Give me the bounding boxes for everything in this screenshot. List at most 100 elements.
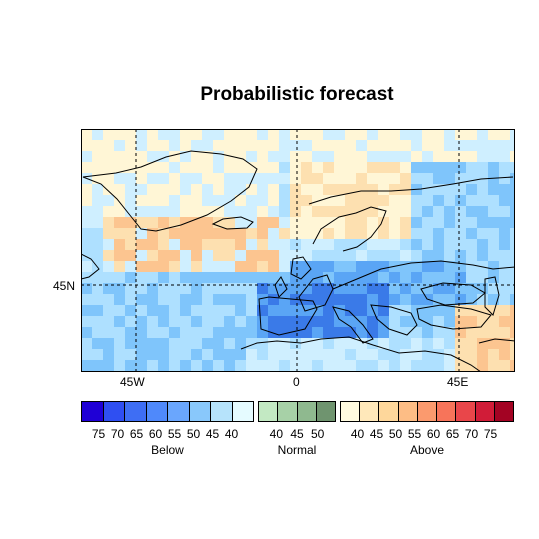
- field-cell: [466, 184, 477, 195]
- field-cell: [510, 228, 515, 239]
- field-cell: [125, 250, 136, 261]
- field-cell: [455, 338, 466, 349]
- field-cell: [202, 140, 213, 151]
- field-cell: [180, 305, 191, 316]
- field-cell: [356, 162, 367, 173]
- colorbar-above-swatch: [398, 402, 418, 421]
- colorbar-above-label: 70: [464, 427, 479, 441]
- field-cell: [466, 272, 477, 283]
- field-cell: [455, 228, 466, 239]
- field-cell: [378, 217, 389, 228]
- field-cell: [488, 261, 499, 272]
- field-cell: [92, 162, 103, 173]
- field-cell: [433, 140, 444, 151]
- field-cell: [158, 294, 169, 305]
- field-cell: [136, 195, 147, 206]
- field-cell: [257, 327, 268, 338]
- field-cell: [433, 184, 444, 195]
- field-cell: [389, 228, 400, 239]
- field-cell: [477, 327, 488, 338]
- field-cell: [466, 217, 477, 228]
- field-cell: [125, 184, 136, 195]
- field-cell: [114, 173, 125, 184]
- field-cell: [378, 228, 389, 239]
- field-cell: [279, 305, 290, 316]
- field-cell: [169, 151, 180, 162]
- field-cell: [323, 151, 334, 162]
- field-cell: [279, 184, 290, 195]
- field-cell: [191, 283, 202, 294]
- field-cell: [125, 349, 136, 360]
- caspian-coast: [484, 276, 500, 316]
- field-cell: [312, 261, 323, 272]
- colorbar-below-swatch: [168, 402, 190, 421]
- field-cell: [103, 217, 114, 228]
- field-cell: [257, 261, 268, 272]
- field-cell: [224, 250, 235, 261]
- field-cell: [103, 206, 114, 217]
- field-cell: [158, 228, 169, 239]
- forecast-map: [81, 129, 515, 372]
- field-cell: [312, 349, 323, 360]
- field-cell: [213, 228, 224, 239]
- colorbar-below-label: 40: [224, 427, 239, 441]
- field-cell: [92, 239, 103, 250]
- field-cell: [125, 283, 136, 294]
- field-cell: [180, 316, 191, 327]
- field-cell: [444, 162, 455, 173]
- field-cell: [257, 228, 268, 239]
- field-cell: [455, 261, 466, 272]
- field-cell: [345, 173, 356, 184]
- field-cell: [477, 151, 488, 162]
- field-cell: [125, 195, 136, 206]
- field-cell: [389, 140, 400, 151]
- field-cell: [323, 261, 334, 272]
- field-cell: [180, 195, 191, 206]
- field-cell: [411, 316, 422, 327]
- field-cell: [257, 184, 268, 195]
- field-cell: [180, 360, 191, 371]
- field-cell: [301, 327, 312, 338]
- colorbar-normal-label: 50: [311, 427, 325, 441]
- colorbar-normal-labels: 40 45 50: [266, 427, 328, 441]
- colorbar-below-label: 70: [110, 427, 125, 441]
- field-cell: [499, 239, 510, 250]
- field-cell: [488, 294, 499, 305]
- field-cell: [169, 217, 180, 228]
- field-cell: [356, 184, 367, 195]
- field-cell: [158, 261, 169, 272]
- field-cell: [169, 261, 180, 272]
- field-cell: [455, 360, 466, 371]
- field-cell: [125, 360, 136, 371]
- field-cell: [81, 283, 92, 294]
- field-cell: [125, 129, 136, 140]
- field-cell: [466, 129, 477, 140]
- field-cell: [356, 217, 367, 228]
- field-cell: [444, 316, 455, 327]
- field-cell: [345, 283, 356, 294]
- field-cell: [224, 239, 235, 250]
- field-cell: [191, 151, 202, 162]
- colorbar-below-label: 75: [91, 427, 106, 441]
- field-cell: [345, 239, 356, 250]
- field-cell: [433, 294, 444, 305]
- field-cell: [103, 294, 114, 305]
- field-cell: [323, 184, 334, 195]
- field-cell: [477, 349, 488, 360]
- colorbar-below-labels: 75 70 65 60 55 50 45 40: [89, 427, 241, 441]
- colorbar-normal-label: 45: [290, 427, 304, 441]
- field-cell: [334, 195, 345, 206]
- field-cell: [268, 184, 279, 195]
- field-cell: [268, 294, 279, 305]
- greenland-coast: [82, 150, 258, 232]
- field-cell: [301, 228, 312, 239]
- field-cell: [147, 206, 158, 217]
- colorbar-above-swatch: [341, 402, 361, 421]
- colorbar-above-label: 45: [369, 427, 384, 441]
- field-cell: [488, 217, 499, 228]
- field-cell: [378, 338, 389, 349]
- field-cell: [180, 162, 191, 173]
- field-cell: [444, 239, 455, 250]
- field-cell: [477, 162, 488, 173]
- field-cell: [235, 140, 246, 151]
